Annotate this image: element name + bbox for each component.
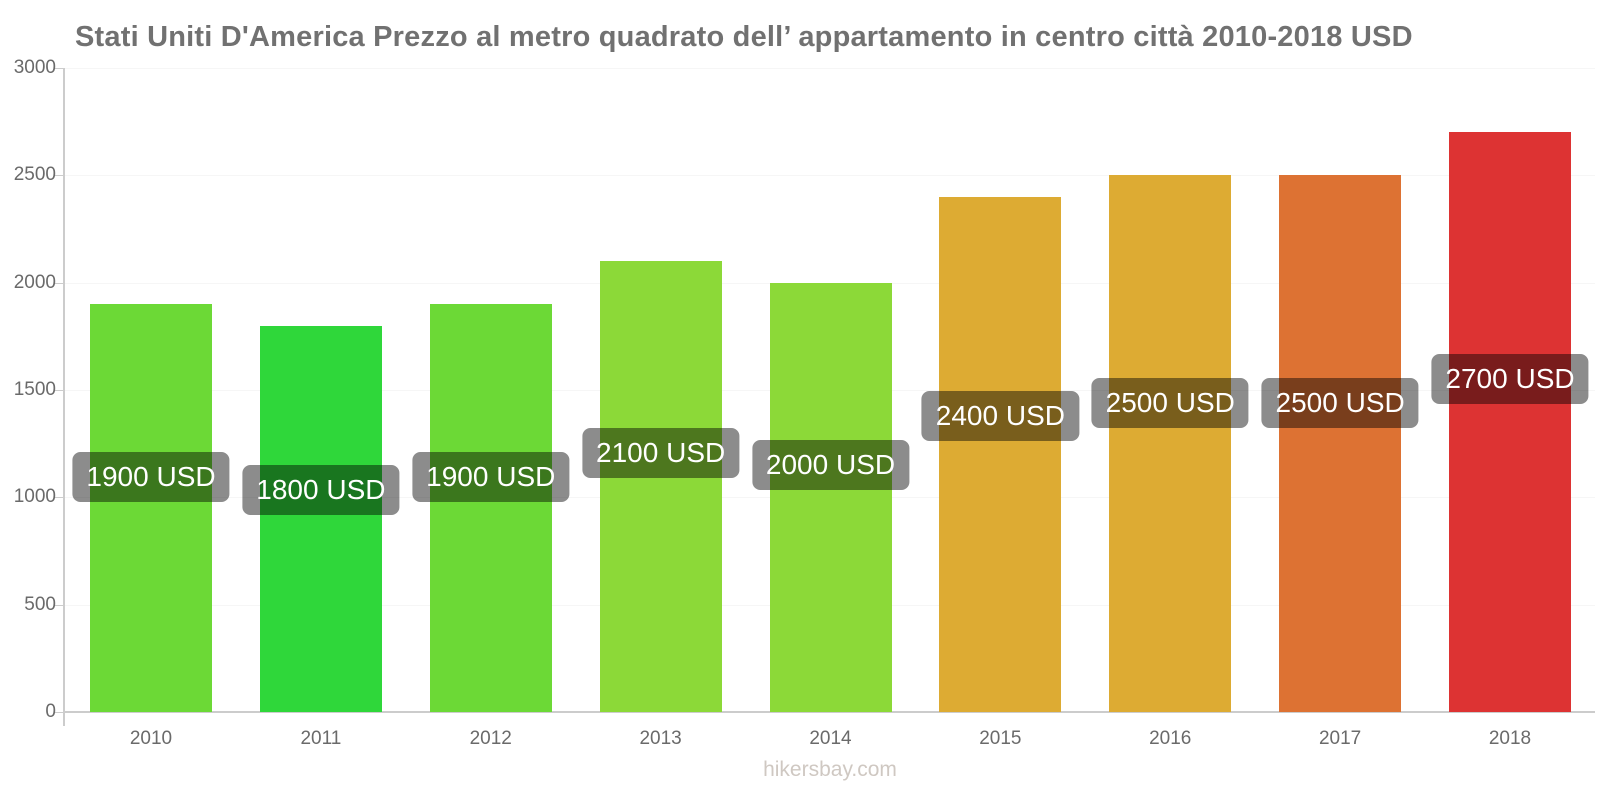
- y-tick-2000: [55, 282, 64, 284]
- bar-2012: [429, 304, 552, 712]
- bar-2010: [90, 304, 212, 712]
- y-tick-1000: [55, 497, 64, 499]
- value-label-2016: 2500 USD: [1091, 378, 1249, 429]
- y-tick-2500: [55, 175, 64, 177]
- y-tick-label-0: 0: [45, 701, 56, 722]
- y-tick-3000: [55, 68, 64, 69]
- y-tick-label-500: 500: [24, 593, 56, 615]
- y-tick-500: [55, 604, 64, 606]
- x-tick-label-2015: 2015: [979, 728, 1022, 749]
- gridline-2500: [65, 175, 1595, 177]
- value-label-2015: 2400 USD: [921, 390, 1079, 441]
- x-tick-label-2011: 2011: [300, 728, 342, 749]
- bar-2014: [769, 282, 892, 712]
- bar-2015: [939, 196, 1062, 712]
- x-tick-label-2018: 2018: [1488, 728, 1532, 749]
- bar-2017: [1279, 175, 1402, 712]
- x-tick-label-2013: 2013: [639, 728, 682, 749]
- x-tick-label-2012: 2012: [469, 728, 512, 749]
- x-tick-label-2017: 2017: [1318, 728, 1362, 749]
- y-tick-1500: [55, 390, 64, 391]
- value-label-2014: 2000 USD: [751, 440, 910, 491]
- value-label-2013: 2100 USD: [582, 427, 740, 478]
- watermark: hikersbay.com: [763, 758, 897, 781]
- y-tick-label-1500: 1500: [13, 379, 56, 400]
- value-label-2010: 1900 USD: [72, 452, 230, 503]
- x-tick-label-2010: 2010: [129, 728, 173, 749]
- y-tick-0: [55, 712, 64, 713]
- bar-2018: [1449, 132, 1571, 712]
- value-label-2011: 1800 USD: [242, 464, 400, 515]
- value-label-2018: 2700 USD: [1431, 353, 1589, 404]
- x-tick-label-2016: 2016: [1149, 728, 1192, 749]
- y-tick-label-3000: 3000: [13, 57, 56, 78]
- x-axis-line: [63, 711, 1595, 713]
- x-tick-label-2014: 2014: [809, 728, 852, 749]
- y-tick-label-2000: 2000: [13, 271, 56, 293]
- y-tick-label-2500: 2500: [13, 164, 56, 186]
- y-axis-line: [63, 68, 65, 726]
- value-label-2017: 2500 USD: [1261, 378, 1419, 429]
- y-tick-label-1000: 1000: [13, 486, 56, 508]
- value-label-2012: 1900 USD: [412, 452, 570, 503]
- bar-2013: [599, 261, 722, 712]
- chart-title: Stati Uniti D'America Prezzo al metro qu…: [75, 21, 1413, 53]
- bar-2016: [1109, 175, 1232, 712]
- gridline-3000: [65, 68, 1595, 69]
- bar-2011: [259, 325, 382, 712]
